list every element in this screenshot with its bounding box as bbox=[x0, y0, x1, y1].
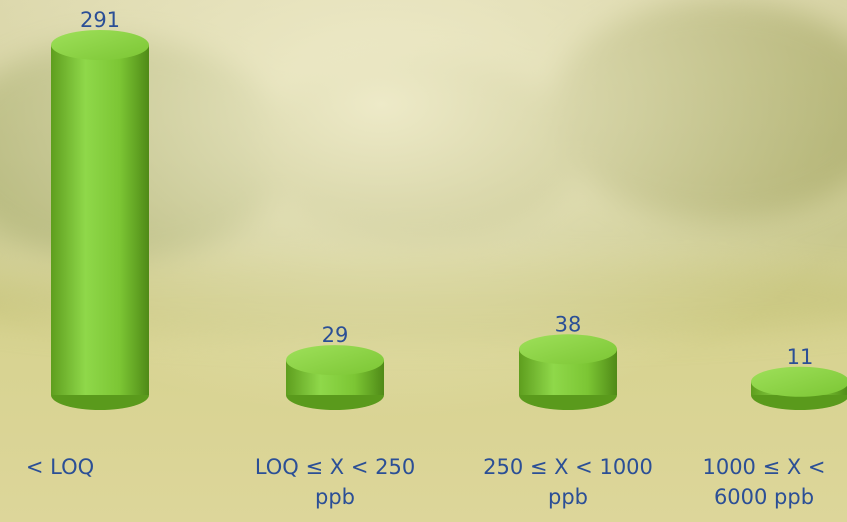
x-tick-label: < LOQ bbox=[0, 452, 160, 482]
bar-top bbox=[286, 345, 384, 375]
bar-top bbox=[751, 367, 847, 397]
bar-top bbox=[519, 334, 617, 364]
chart: 291 29 38 11 < LOQ LOQ ≤ X < 250 ppb 250 ≤ X … bbox=[0, 0, 847, 522]
bar bbox=[51, 45, 149, 395]
value-label: 38 bbox=[555, 312, 582, 336]
page: 291 29 38 11 < LOQ LOQ ≤ X < 250 ppb 250 ≤ X … bbox=[0, 0, 847, 522]
value-label: 291 bbox=[80, 8, 120, 32]
x-tick-label: 250 ≤ X < 1000 ppb bbox=[468, 452, 668, 512]
value-label: 29 bbox=[322, 323, 349, 347]
x-tick-label: LOQ ≤ X < 250 ppb bbox=[235, 452, 435, 512]
x-tick-label: 1000 ≤ X < 6000 ppb bbox=[689, 452, 839, 512]
chart-canvas: 291 29 38 11 bbox=[0, 0, 847, 522]
bar-top bbox=[51, 30, 149, 60]
value-label: 11 bbox=[787, 345, 814, 369]
